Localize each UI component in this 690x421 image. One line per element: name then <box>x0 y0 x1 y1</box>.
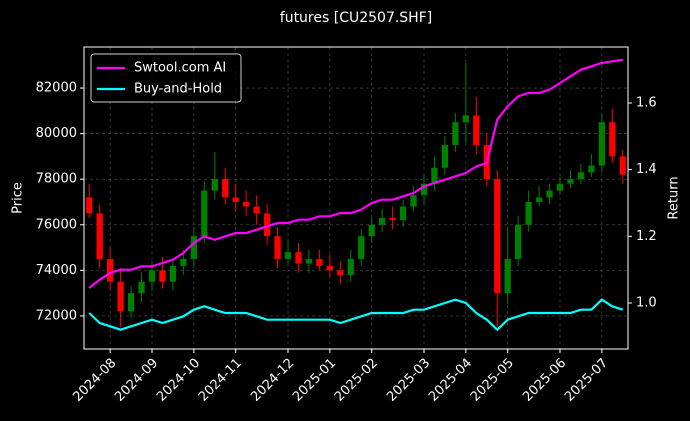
y-tick-label: 78000 <box>36 172 77 187</box>
candle-body <box>263 213 271 237</box>
y2-tick-label: 1.0 <box>636 296 657 311</box>
candle-body <box>201 190 208 237</box>
candle-body <box>525 201 532 225</box>
legend-label: Swtool.com AI <box>134 61 226 76</box>
candle-body <box>253 206 260 214</box>
candle-body <box>609 122 616 157</box>
return-line <box>88 298 624 332</box>
y-tick-label: 74000 <box>36 263 77 278</box>
y-tick-label: 72000 <box>36 308 77 323</box>
candle-body <box>452 122 459 146</box>
candle-body <box>305 258 313 264</box>
candle-body <box>107 258 114 282</box>
candle-body <box>169 265 177 282</box>
candle-body <box>222 179 229 198</box>
y-tick-label: 82000 <box>36 81 77 96</box>
y2-tick-label: 1.2 <box>636 229 657 244</box>
legend-box <box>90 53 242 103</box>
candle-body <box>148 270 156 282</box>
candle-body <box>138 281 145 294</box>
candle-body <box>274 236 281 259</box>
candle-body <box>588 165 595 173</box>
candle-body <box>243 201 250 207</box>
candle-body <box>368 224 375 237</box>
candle-body <box>316 258 323 266</box>
return-line <box>88 58 623 289</box>
candle-body <box>379 217 386 225</box>
candle-body <box>180 258 187 266</box>
candle-body <box>515 224 522 259</box>
candle-body <box>598 122 605 166</box>
candle-body <box>431 167 438 184</box>
candle-body <box>337 270 344 275</box>
chart-title: futures [CU2507.SHF] <box>280 10 432 26</box>
candle-body <box>567 179 574 184</box>
candle-body <box>473 115 480 146</box>
candle-body <box>127 293 135 312</box>
candle-body <box>420 183 428 196</box>
plot-frame <box>83 46 629 350</box>
candle-body <box>389 217 396 221</box>
candle-body <box>326 265 333 271</box>
candle-body <box>347 258 354 275</box>
candle-body <box>232 197 239 202</box>
candle-body <box>546 190 553 198</box>
y2-tick-label: 1.4 <box>636 162 657 177</box>
candle-body <box>504 258 511 294</box>
candle-body <box>190 236 197 259</box>
candle-body <box>410 195 417 207</box>
y2-tick-label: 1.6 <box>636 96 657 111</box>
candle-body <box>556 183 564 191</box>
candle-body <box>117 281 124 312</box>
candle-body <box>211 179 218 191</box>
y2-axis-label: Return <box>667 176 682 219</box>
candle-body <box>619 156 626 175</box>
candle-body <box>494 179 501 294</box>
y-tick-label: 76000 <box>36 217 77 232</box>
candle-body <box>295 252 302 264</box>
candle-body <box>462 115 469 123</box>
candle-body <box>96 213 103 259</box>
candle-body <box>535 197 543 202</box>
candle-body <box>358 236 365 259</box>
y-axis-label: Price <box>11 182 26 214</box>
candle-body <box>441 145 449 168</box>
legend-label: Buy-and-Hold <box>134 82 222 97</box>
candle-body <box>399 206 407 221</box>
candle-body <box>86 197 93 214</box>
candle-body <box>577 172 585 180</box>
y-tick-label: 80000 <box>36 126 77 141</box>
candle-body <box>284 252 292 259</box>
candle-body <box>159 270 166 282</box>
